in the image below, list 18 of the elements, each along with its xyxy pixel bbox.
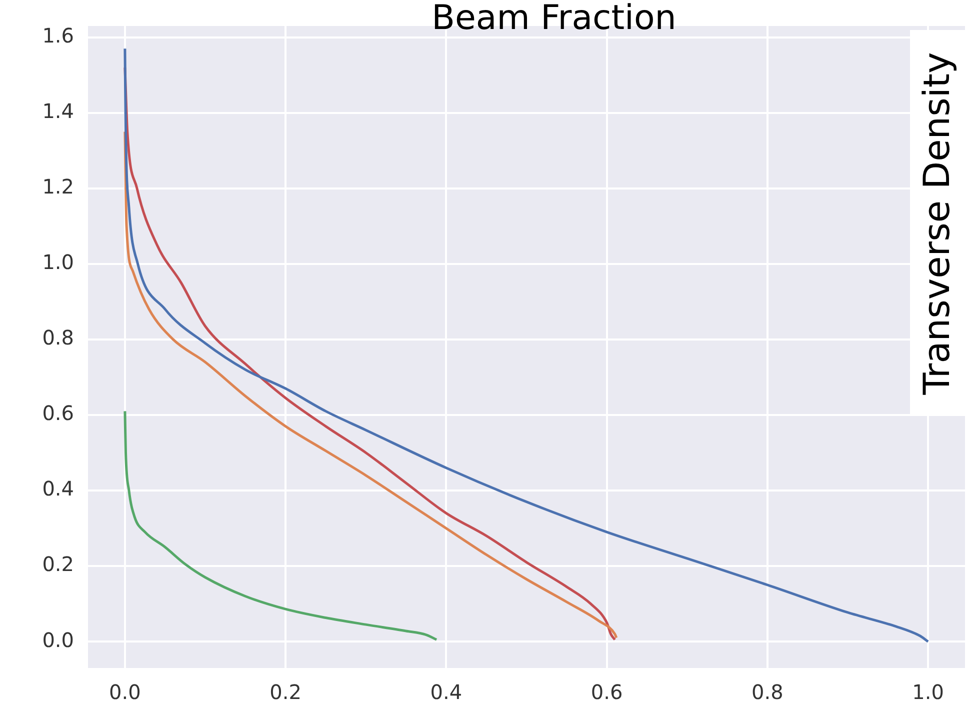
- y-tick-label: 1.4: [42, 99, 74, 124]
- line-series: [124, 410, 438, 641]
- x-tick-label: 0.0: [109, 680, 141, 704]
- x-axis-title: Beam Fraction: [432, 0, 676, 38]
- y-tick-label: 1.2: [42, 174, 74, 199]
- y-tick-label: 0.0: [42, 628, 74, 652]
- y-tick-label: 1.6: [42, 24, 74, 48]
- y-tick-label: 0.2: [42, 552, 74, 576]
- y-tick-label: 1.0: [42, 250, 74, 274]
- x-tick-label: 0.2: [270, 680, 302, 704]
- y-tick-label: 0.6: [42, 401, 74, 426]
- y-tick-label: 0.4: [42, 476, 74, 501]
- y-tick-label: 0.8: [42, 326, 74, 350]
- x-tick-label: 0.6: [590, 680, 623, 704]
- x-tick-label: 0.8: [752, 680, 784, 704]
- y-axis-title: Transverse Density: [917, 52, 958, 394]
- x-tick-label: 0.4: [430, 680, 462, 704]
- x-tick-label: 1.0: [912, 680, 944, 704]
